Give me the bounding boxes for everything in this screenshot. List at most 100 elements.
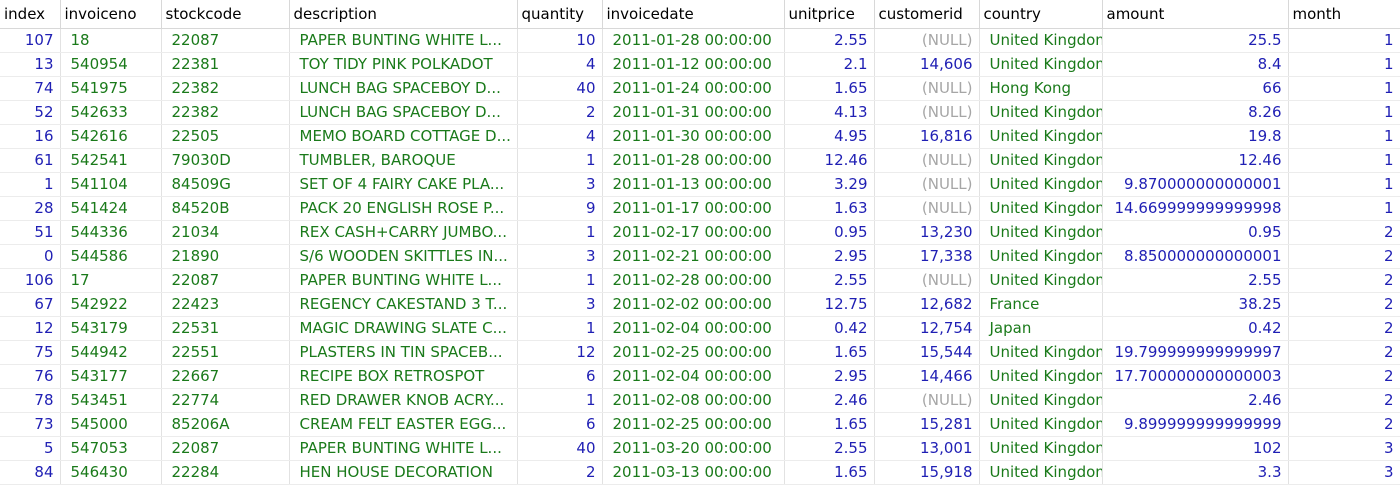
cell-index[interactable]: 52 (0, 100, 61, 125)
table-row[interactable]: 13 540954 22381 TOY TIDY PINK POLKADOT 4 2011… (0, 52, 1400, 77)
cell-unitprice[interactable]: 4.13 (784, 100, 875, 125)
cell-invoiceno[interactable]: 544586 (60, 244, 162, 269)
cell-country[interactable]: United Kingdom (979, 124, 1103, 149)
cell-invoiceno[interactable]: 547053 (60, 436, 162, 461)
cell-description[interactable]: SET OF 4 FAIRY CAKE PLA... (289, 172, 518, 197)
cell-quantity[interactable]: 12 (517, 340, 603, 365)
cell-customerid[interactable]: 14,606 (874, 52, 980, 77)
cell-invoicedate[interactable]: 2011-01-30 00:00:00 (602, 124, 785, 149)
cell-amount[interactable]: 102 (1102, 436, 1289, 461)
cell-customerid[interactable]: 15,544 (874, 340, 980, 365)
cell-month[interactable]: 1 (1288, 76, 1400, 101)
cell-month[interactable]: 1 (1288, 52, 1400, 77)
cell-stockcode[interactable]: 21034 (161, 220, 290, 245)
cell-description[interactable]: PACK 20 ENGLISH ROSE P... (289, 196, 518, 221)
cell-index[interactable]: 13 (0, 52, 61, 77)
cell-stockcode[interactable]: 22667 (161, 364, 290, 389)
cell-invoicedate[interactable]: 2011-01-12 00:00:00 (602, 52, 785, 77)
cell-stockcode[interactable]: 22551 (161, 340, 290, 365)
table-row[interactable]: 67 542922 22423 REGENCY CAKESTAND 3 T... 3 20… (0, 292, 1400, 317)
cell-country[interactable]: United Kingdom (979, 412, 1103, 437)
cell-index[interactable]: 1 (0, 172, 61, 197)
cell-description[interactable]: PAPER BUNTING WHITE L... (289, 436, 518, 461)
table-row[interactable]: 76 543177 22667 RECIPE BOX RETROSPOT 6 2011-0… (0, 364, 1400, 389)
cell-invoicedate[interactable]: 2011-02-04 00:00:00 (602, 364, 785, 389)
cell-index[interactable]: 73 (0, 412, 61, 437)
cell-unitprice[interactable]: 2.46 (784, 388, 875, 413)
table-row[interactable]: 28 541424 84520B PACK 20 ENGLISH ROSE P... 9… (0, 196, 1400, 221)
cell-invoicedate[interactable]: 2011-01-17 00:00:00 (602, 196, 785, 221)
cell-country[interactable]: United Kingdom (979, 244, 1103, 269)
cell-stockcode[interactable]: 84520B (161, 196, 290, 221)
table-row[interactable]: 84 546430 22284 HEN HOUSE DECORATION 2 2011-0… (0, 460, 1400, 485)
cell-month[interactable]: 1 (1288, 196, 1400, 221)
cell-index[interactable]: 51 (0, 220, 61, 245)
cell-country[interactable]: United Kingdom (979, 100, 1103, 125)
cell-index[interactable]: 5 (0, 436, 61, 461)
cell-invoiceno[interactable]: 542541 (60, 148, 162, 173)
table-row[interactable]: 5 547053 22087 PAPER BUNTING WHITE L... 40 20… (0, 436, 1400, 461)
cell-month[interactable]: 2 (1288, 268, 1400, 293)
cell-customerid[interactable]: 15,918 (874, 460, 980, 485)
cell-quantity[interactable]: 2 (517, 460, 603, 485)
column-header-month[interactable]: month (1288, 0, 1400, 29)
cell-invoicedate[interactable]: 2011-02-25 00:00:00 (602, 340, 785, 365)
cell-index[interactable]: 74 (0, 76, 61, 101)
cell-country[interactable]: United Kingdom (979, 340, 1103, 365)
cell-invoicedate[interactable]: 2011-02-08 00:00:00 (602, 388, 785, 413)
cell-invoiceno[interactable]: 541104 (60, 172, 162, 197)
cell-country[interactable]: France (979, 292, 1103, 317)
cell-quantity[interactable]: 3 (517, 292, 603, 317)
cell-customerid[interactable]: 15,281 (874, 412, 980, 437)
cell-country[interactable]: United Kingdom (979, 268, 1103, 293)
cell-country[interactable]: Hong Kong (979, 76, 1103, 101)
cell-index[interactable]: 28 (0, 196, 61, 221)
column-header-invoiceno[interactable]: invoiceno (60, 0, 162, 29)
cell-index[interactable]: 107 (0, 28, 61, 53)
cell-description[interactable]: LUNCH BAG SPACEBOY D... (289, 100, 518, 125)
cell-amount[interactable]: 8.4 (1102, 52, 1289, 77)
cell-quantity[interactable]: 3 (517, 172, 603, 197)
cell-description[interactable]: REX CASH+CARRY JUMBO... (289, 220, 518, 245)
cell-description[interactable]: HEN HOUSE DECORATION (289, 460, 518, 485)
cell-invoiceno[interactable]: 546430 (60, 460, 162, 485)
cell-quantity[interactable]: 6 (517, 364, 603, 389)
cell-month[interactable]: 2 (1288, 244, 1400, 269)
cell-description[interactable]: S/6 WOODEN SKITTLES IN... (289, 244, 518, 269)
column-header-index[interactable]: index (0, 0, 61, 29)
cell-country[interactable]: Japan (979, 316, 1103, 341)
cell-amount[interactable]: 9.870000000000001 (1102, 172, 1289, 197)
cell-stockcode[interactable]: 22382 (161, 76, 290, 101)
cell-index[interactable]: 78 (0, 388, 61, 413)
cell-description[interactable]: MAGIC DRAWING SLATE C... (289, 316, 518, 341)
cell-invoiceno[interactable]: 545000 (60, 412, 162, 437)
cell-amount[interactable]: 17.700000000000003 (1102, 364, 1289, 389)
cell-unitprice[interactable]: 1.63 (784, 196, 875, 221)
cell-stockcode[interactable]: 22087 (161, 436, 290, 461)
cell-month[interactable]: 2 (1288, 316, 1400, 341)
table-row[interactable]: 51 544336 21034 REX CASH+CARRY JUMBO... 1 201… (0, 220, 1400, 245)
cell-quantity[interactable]: 4 (517, 52, 603, 77)
cell-country[interactable]: United Kingdom (979, 460, 1103, 485)
cell-invoicedate[interactable]: 2011-01-24 00:00:00 (602, 76, 785, 101)
cell-stockcode[interactable]: 22087 (161, 28, 290, 53)
cell-index[interactable]: 84 (0, 460, 61, 485)
cell-unitprice[interactable]: 1.65 (784, 460, 875, 485)
cell-amount[interactable]: 0.42 (1102, 316, 1289, 341)
cell-quantity[interactable]: 1 (517, 388, 603, 413)
cell-unitprice[interactable]: 4.95 (784, 124, 875, 149)
cell-stockcode[interactable]: 79030D (161, 148, 290, 173)
cell-country[interactable]: United Kingdom (979, 172, 1103, 197)
cell-invoicedate[interactable]: 2011-02-25 00:00:00 (602, 412, 785, 437)
cell-description[interactable]: RED DRAWER KNOB ACRY... (289, 388, 518, 413)
cell-invoiceno[interactable]: 542616 (60, 124, 162, 149)
cell-stockcode[interactable]: 22382 (161, 100, 290, 125)
cell-amount[interactable]: 2.46 (1102, 388, 1289, 413)
cell-customerid[interactable]: (NULL) (874, 172, 980, 197)
cell-invoiceno[interactable]: 542633 (60, 100, 162, 125)
cell-invoicedate[interactable]: 2011-01-13 00:00:00 (602, 172, 785, 197)
cell-customerid[interactable]: (NULL) (874, 388, 980, 413)
cell-description[interactable]: LUNCH BAG SPACEBOY D... (289, 76, 518, 101)
cell-index[interactable]: 16 (0, 124, 61, 149)
cell-stockcode[interactable]: 22505 (161, 124, 290, 149)
